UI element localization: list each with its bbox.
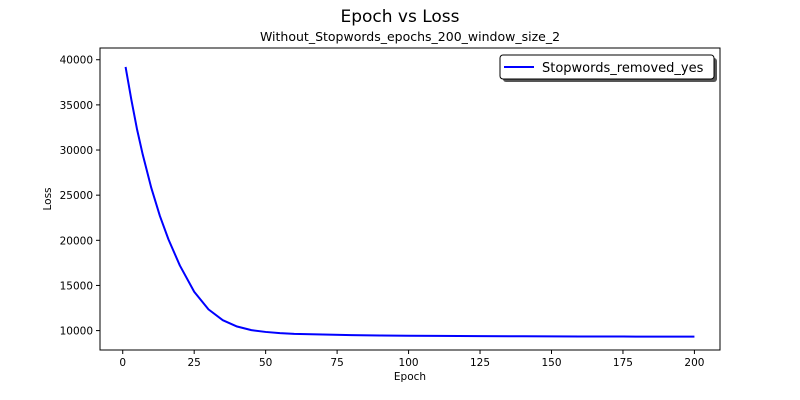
x-tick-label: 200: [684, 357, 704, 369]
series-line-stopwords-removed-yes: [124, 66, 695, 338]
x-tick-label: 175: [613, 357, 633, 369]
x-axis-label: Epoch: [394, 371, 426, 383]
x-tick-label: 100: [399, 357, 419, 369]
y-tick-label: 15000: [60, 280, 93, 292]
plot-area: [100, 48, 720, 350]
x-tick-label: 75: [330, 357, 343, 369]
y-tick-label: 10000: [60, 326, 93, 338]
x-tick-label: 125: [470, 357, 490, 369]
y-tick-label: 25000: [60, 190, 93, 202]
legend-label-stopwords-removed-yes: Stopwords_removed_yes: [542, 61, 704, 76]
chart-title: Epoch vs Loss: [340, 7, 459, 27]
x-axis-ticks: 0 25 50 75 100 125 150 175 200: [119, 350, 704, 369]
x-tick-label: 150: [541, 357, 561, 369]
legend: Stopwords_removed_yes: [499, 54, 717, 82]
y-tick-label: 30000: [60, 145, 93, 157]
chart-subtitle: Without_Stopwords_epochs_200_window_size…: [260, 29, 560, 44]
y-axis-label: Loss: [42, 187, 54, 210]
x-tick-label: 25: [187, 357, 200, 369]
y-tick-label: 20000: [60, 235, 93, 247]
y-axis-ticks: 10000 15000 20000 25000 30000 35000 40000: [60, 55, 100, 338]
y-tick-label: 40000: [60, 55, 93, 67]
plot-frame: [99, 47, 721, 351]
x-tick-label: 0: [119, 357, 126, 369]
x-tick-label: 50: [259, 357, 272, 369]
legend-box: [499, 54, 715, 80]
y-tick-label: 35000: [60, 100, 93, 112]
